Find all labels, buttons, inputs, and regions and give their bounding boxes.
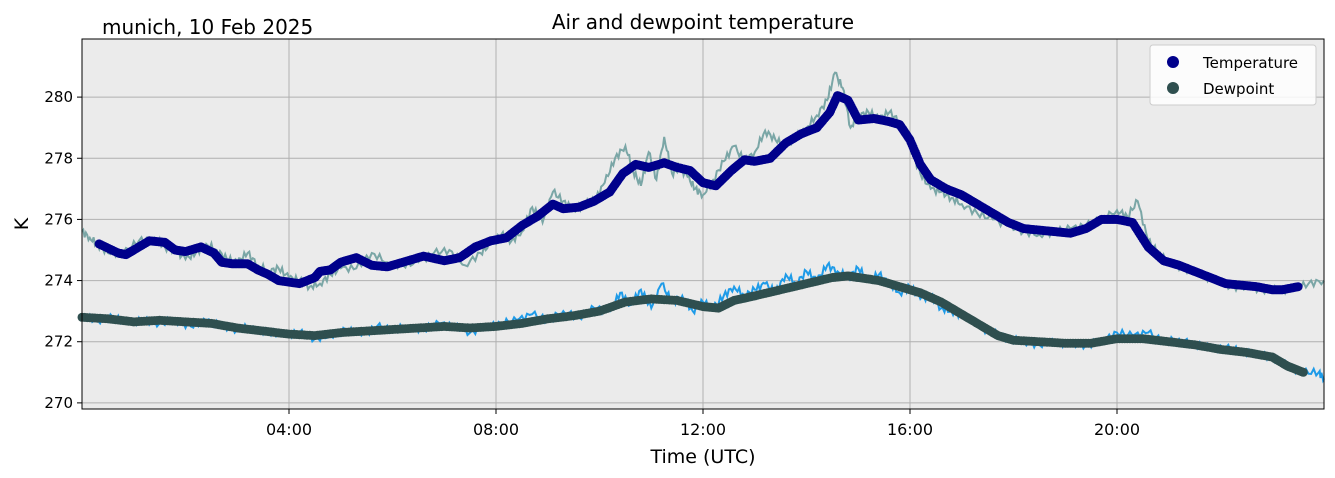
legend: Temperature Dewpoint: [1149, 44, 1317, 106]
x-axis-ticks: 04:00 08:00 12:00 16:00 20:00: [266, 409, 1140, 439]
y-tick-label: 278: [44, 149, 73, 167]
legend-marker-temperature: [1167, 56, 1179, 68]
y-axis-label: K: [11, 217, 33, 230]
y-tick-label: 270: [44, 394, 73, 412]
y-axis-ticks: 270 272 274 276 278 280: [44, 88, 82, 412]
x-tick-label: 04:00: [266, 420, 312, 439]
y-tick-label: 276: [44, 210, 73, 228]
legend-label-dewpoint: Dewpoint: [1203, 80, 1274, 98]
data-points: [77, 91, 1308, 377]
legend-box: [1149, 44, 1317, 106]
x-tick-label: 08:00: [473, 420, 519, 439]
x-tick-label: 12:00: [680, 420, 726, 439]
legend-label-temperature: Temperature: [1202, 54, 1298, 72]
dewpoint-point: [1298, 367, 1308, 377]
x-axis-label: Time (UTC): [649, 446, 755, 468]
x-tick-label: 20:00: [1094, 420, 1140, 439]
temperature-point: [1293, 282, 1303, 292]
x-tick-label: 16:00: [887, 420, 933, 439]
chart-title: Air and dewpoint temperature: [552, 10, 854, 34]
location-date-label: munich, 10 Feb 2025: [102, 15, 313, 39]
y-tick-label: 272: [44, 333, 73, 351]
y-tick-label: 274: [44, 272, 73, 290]
legend-marker-dewpoint: [1167, 82, 1179, 94]
y-tick-label: 280: [44, 88, 73, 106]
